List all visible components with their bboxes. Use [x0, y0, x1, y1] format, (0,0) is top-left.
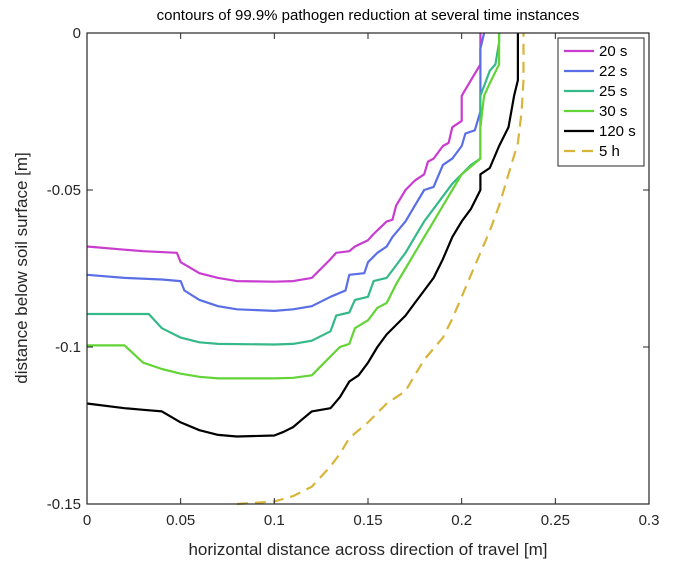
series-layer [86, 32, 525, 506]
legend-label: 5 h [599, 143, 620, 160]
x-tick-label: 0 [83, 512, 91, 529]
legend-box [557, 37, 645, 167]
legend-label: 22 s [599, 63, 627, 80]
x-tick-label: 0.05 [166, 512, 195, 529]
y-axis-label: distance below soil surface [m] [12, 152, 31, 384]
plot-area [87, 33, 649, 504]
series-line-6 [236, 33, 525, 506]
y-tick-label: -0.05 [47, 182, 81, 199]
series-line-5 [86, 33, 519, 438]
x-tick-label: 0.25 [541, 512, 570, 529]
x-tick-label: 0.15 [353, 512, 382, 529]
x-tick-label: 0.1 [264, 512, 285, 529]
legend: 20 s 22 s 25 s 30 s 120 s 5 h [557, 37, 645, 167]
x-tick-label: 0.3 [639, 512, 660, 529]
legend-label: 30 s [599, 103, 627, 120]
legend-label: 20 s [599, 43, 627, 60]
y-tick-label: -0.15 [47, 496, 81, 513]
series-line-1 [86, 33, 482, 283]
plot-background [87, 33, 649, 504]
legend-label: 120 s [599, 123, 636, 140]
y-tick-label: 0 [73, 25, 81, 42]
legend-label: 25 s [599, 83, 627, 100]
series-line-4 [87, 33, 501, 380]
series-line-2 [86, 32, 486, 312]
x-tick-label: 0.2 [451, 512, 472, 529]
y-tick-label: -0.1 [55, 339, 81, 356]
chart-title: contours of 99.9% pathogen reduction at … [157, 7, 580, 24]
axes-layer: 0 0.05 0.1 0.15 0.2 0.25 0.3 0 -0.05 -0.1 -0.15 [47, 25, 660, 529]
x-axis-label: horizontal distance across direction of … [188, 540, 547, 559]
